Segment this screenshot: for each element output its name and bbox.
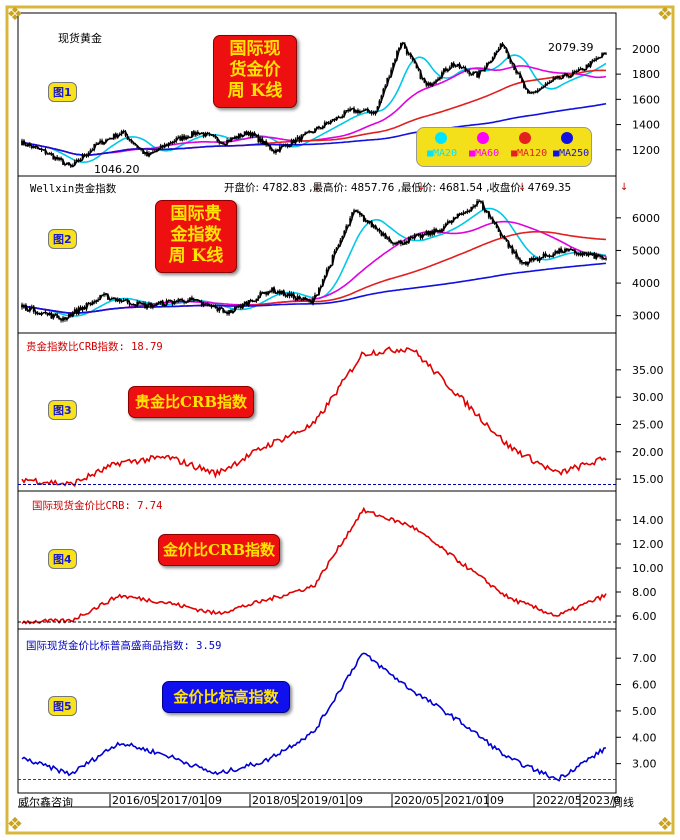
legend-label-ma60: ■MA60: [469, 148, 500, 159]
footer-period: 周线: [612, 796, 634, 809]
panel-tag-3: 图3: [48, 400, 77, 420]
panel-1-ytick-label-0: 1200: [632, 144, 660, 157]
panel3-header: 贵金指数比CRB指数: 18.79: [26, 341, 163, 353]
panel-1-ma-line-3: [21, 102, 607, 156]
panel-2-ytick-label-2: 5000: [632, 244, 660, 257]
panel5-header: 国际现货金价比标普高盛商品指数: 3.59: [26, 640, 222, 652]
panel-3-ytick-label-3: 30.00: [632, 391, 664, 404]
panel-4-ytick-label-3: 12.00: [632, 538, 664, 551]
panel4-header: 国际现货金价比CRB: 7.74: [32, 500, 163, 512]
panel-4-ytick-label-1: 8.00: [632, 586, 657, 599]
footer-date-4: 2019/01: [300, 794, 346, 807]
outer-border: [5, 5, 675, 835]
footer-date-6: 2020/05: [394, 794, 440, 807]
footer-date-10: 2023/0: [582, 794, 621, 807]
ma-legend: ■MA20 ■MA60 ■MA120 ■MA250: [416, 127, 592, 167]
legend-label-ma250: ■MA250: [553, 148, 590, 159]
legend-label-ma120: ■MA120: [511, 148, 548, 159]
panel-3-ytick-label-2: 25.00: [632, 418, 664, 431]
panel-title-1-line-1: 国际现: [229, 39, 281, 59]
footer-date-3: 2018/05: [252, 794, 298, 807]
panel-3-ytick-label-0: 15.00: [632, 473, 664, 486]
panel-title-1: 国际现 货金价 周 K线: [213, 35, 297, 108]
footer-source: 威尔鑫咨询: [18, 796, 73, 809]
panel2-ohlc: 开盘价: 4782.83 ,最高价: 4857.76 ,最低价: 4681.54…: [224, 182, 572, 194]
panel-1-ytick-label-1: 1400: [632, 119, 660, 132]
panel-title-1-line-3: 周 K线: [227, 81, 283, 101]
panel-title-2: 国际贵 金指数 周 K线: [155, 200, 237, 273]
panel-5-ytick-label-4: 7.00: [632, 652, 657, 665]
panel-1-ytick-label-4: 2000: [632, 43, 660, 56]
panel-title-3: 贵金比CRB指数: [128, 386, 254, 418]
footer-date-7: 2021/01: [444, 794, 490, 807]
panel-tag-1: 图1: [48, 82, 77, 102]
panel-2-ytick-label-0: 3000: [632, 310, 660, 323]
panel-3-ytick-label-1: 20.00: [632, 446, 664, 459]
panel-1-ytick-label-3: 1800: [632, 68, 660, 81]
panel-2-ytick-label-1: 4000: [632, 277, 660, 290]
panel-5-plot: 3.00 4.00 5.00 6.00 7.00: [18, 652, 657, 782]
panel-4-plot: 6.00 8.00 10.00 12.00 14.00: [18, 506, 664, 625]
panel-title-1-line-2: 货金价: [229, 60, 281, 80]
footer-date-0: 2016/05: [112, 794, 158, 807]
footer-date-9: 2022/05: [536, 794, 582, 807]
panel-3-series-line: [21, 346, 607, 488]
corner-ornament-bottom-right: ❖: [656, 814, 674, 835]
ohlc-arrow-0: ↓: [313, 182, 321, 193]
panel-5-ytick-label-0: 3.00: [632, 758, 657, 771]
panel-1-plot: 1200 1400 1600 1800 2000: [21, 41, 660, 169]
panel-title-4: 金价比CRB指数: [158, 534, 280, 566]
corner-ornament-top-right: ❖: [656, 4, 674, 25]
panel-tag-5: 图5: [48, 696, 77, 716]
panel-title-2-line-2: 金指数: [170, 225, 222, 245]
panel1-high-label: 2079.39: [548, 41, 594, 54]
panel-tag-2: 图2: [48, 229, 77, 249]
panel-4-ytick-label-2: 10.00: [632, 562, 664, 575]
panel-4-ytick-label-0: 6.00: [632, 610, 657, 623]
ohlc-arrow-2: ↓: [518, 182, 526, 193]
ohlc-arrow-1: ↓: [417, 182, 425, 193]
legend-label-ma20: ■MA20: [427, 148, 458, 159]
corner-ornament-bottom-left: ❖: [6, 814, 24, 835]
legend-dot-ma120: [519, 132, 531, 144]
footer-date-1: 2017/01: [160, 794, 206, 807]
panel-2-ma-line-3: [21, 262, 607, 314]
panel1-low-label: 1046.20: [94, 163, 140, 176]
footer-date-2: 09: [208, 794, 222, 807]
panel-5-ytick-label-3: 6.00: [632, 679, 657, 692]
panel-title-2-line-3: 周 K线: [168, 246, 224, 266]
panel-4-ytick-label-4: 14.00: [632, 514, 664, 527]
panel-1-ytick-label-2: 1600: [632, 93, 660, 106]
panel-title-2-line-1: 国际贵: [170, 204, 222, 224]
legend-dot-ma60: [477, 132, 489, 144]
panel-title-5: 金价比标高指数: [162, 681, 290, 713]
panel-2-ytick-label-3: 6000: [632, 212, 660, 225]
panel2-name: Wellxin贵金指数: [30, 183, 117, 195]
panel-3-ytick-label-4: 35.00: [632, 364, 664, 377]
panel-5-series-line: [21, 652, 606, 782]
panel-3-plot: 15.00 20.00 25.00 30.00 35.00: [18, 346, 664, 488]
panel-5-ytick-label-1: 4.00: [632, 731, 657, 744]
legend-dot-ma250: [561, 132, 573, 144]
corner-ornament-top-left: ❖: [6, 4, 24, 25]
ohlc-arrow-3: ↓: [620, 182, 628, 193]
panel-2-plot: 3000 4000 5000 6000: [21, 198, 660, 323]
panel-4-series-line: [21, 506, 607, 625]
legend-dot-ma20: [435, 132, 447, 144]
instrument-title: 现货黄金: [58, 32, 102, 45]
footer-date-5: 09: [349, 794, 363, 807]
panel-1-price-line: [21, 41, 607, 168]
panel-5-ytick-label-2: 5.00: [632, 705, 657, 718]
footer-date-8: 09: [490, 794, 504, 807]
plot-border: [17, 12, 617, 794]
panel-tag-4: 图4: [48, 549, 77, 569]
panel-2-price-line: [21, 200, 607, 322]
